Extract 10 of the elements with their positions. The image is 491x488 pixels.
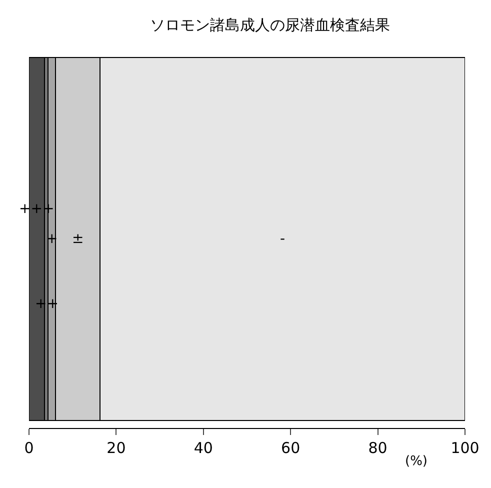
chart-title: ソロモン諸島成人の尿潜血検査結果 — [150, 16, 390, 34]
x-axis-title: (%) — [405, 454, 428, 469]
x-tick-label: 80 — [368, 439, 388, 457]
x-tick-label: 20 — [106, 439, 126, 457]
x-tick-label: 100 — [450, 439, 480, 457]
series-label: - — [280, 231, 286, 247]
x-tick-label: 40 — [194, 439, 213, 457]
series-label: ± — [72, 231, 84, 247]
x-tick-label: 0 — [24, 439, 34, 457]
x-tick-label: 60 — [281, 439, 300, 457]
